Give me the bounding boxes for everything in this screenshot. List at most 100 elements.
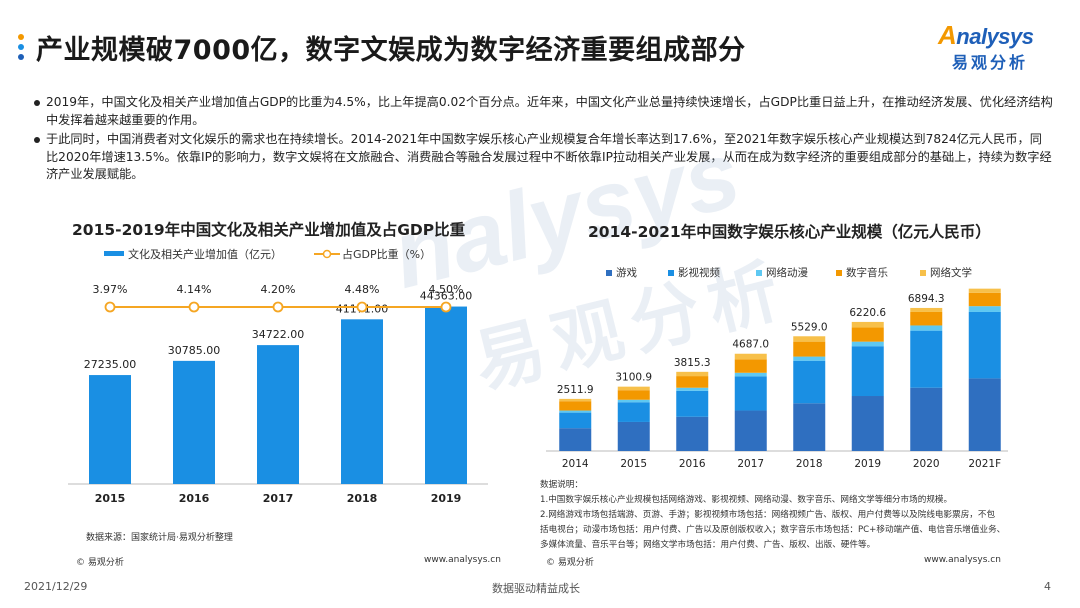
left-gdp-point-2017 <box>272 301 284 313</box>
right-bar-2020-2 <box>910 325 943 331</box>
right-bar-2014-1 <box>559 412 592 429</box>
right-bar-2020-3 <box>910 311 943 326</box>
right-legend-item-0: 游戏 <box>606 265 637 280</box>
right-bar-2017-3 <box>734 359 767 373</box>
left-tick-2016: 2016 <box>179 492 210 505</box>
right-bar-2015-3 <box>617 390 650 400</box>
left-bar-2019 <box>425 306 467 484</box>
left-tick-2019: 2019 <box>431 492 462 505</box>
left-website: www.analysys.cn <box>424 555 501 565</box>
right-bar-2020-4 <box>910 307 943 312</box>
right-website: www.analysys.cn <box>924 555 1001 565</box>
right-bar-2014-0 <box>559 428 592 451</box>
right-bar-2017-2 <box>734 372 767 377</box>
blue-dot-icon <box>18 44 24 50</box>
right-legend-swatch-4 <box>920 270 926 276</box>
right-legend-swatch-1 <box>668 270 674 276</box>
right-bar-2021F-4 <box>968 288 1001 293</box>
note-line-3: 括电视台；动漫市场包括：用户付费、广告以及原创版权收入；数字音乐市场包括：PC+… <box>540 525 1006 535</box>
right-tick-2014: 2014 <box>562 458 589 470</box>
legend-bar-item: 文化及相关产业增加值（亿元） <box>104 246 282 262</box>
right-bar-2019-1 <box>851 346 884 397</box>
right-bar-2015-4 <box>617 386 650 391</box>
left-bar-label-2015: 27235.00 <box>84 358 137 371</box>
right-legend-label-4: 网络文学 <box>930 267 972 279</box>
right-legend-label-2: 网络动漫 <box>766 267 808 279</box>
right-bar-2016-1 <box>676 390 709 417</box>
left-gdp-point-2015 <box>104 301 116 313</box>
right-total-label-2021F: 7824.0 <box>966 285 1003 286</box>
bullet-2: 于此同时，中国消费者对文化娱乐的需求也在持续增长。2014-2021年中国数字娱… <box>34 131 1054 184</box>
right-legend-swatch-2 <box>756 270 762 276</box>
right-copyright: © 易观分析 <box>546 558 594 568</box>
right-tick-2016: 2016 <box>679 458 706 470</box>
footer-date: 2021/12/29 <box>24 580 88 593</box>
note-line-1: 1.中国数字娱乐核心产业规模包括网络游戏、影视视频、网络动漫、数字音乐、网络文学… <box>540 495 953 505</box>
right-bar-2019-2 <box>851 341 884 347</box>
right-legend-label-1: 影视视频 <box>678 267 720 279</box>
legend-line-icon <box>314 249 340 259</box>
left-gdp-label-2018: 4.48% <box>345 283 380 296</box>
left-gdp-label-2015: 3.97% <box>93 283 128 296</box>
left-tick-2018: 2018 <box>347 492 378 505</box>
left-bar-2017 <box>257 345 299 484</box>
left-chart-title: 2015-2019年中国文化及相关产业增加值及占GDP比重 <box>72 221 466 239</box>
right-bar-2015-1 <box>617 402 650 422</box>
right-bar-2018-0 <box>793 403 826 451</box>
right-legend-item-1: 影视视频 <box>668 265 720 280</box>
right-bar-2015-0 <box>617 421 650 451</box>
left-gdp-label-2019: 4.50% <box>429 283 464 296</box>
right-bar-2017-1 <box>734 376 767 411</box>
left-tick-2017: 2017 <box>263 492 294 505</box>
right-legend-item-4: 网络文学 <box>920 265 972 280</box>
left-bar-2016 <box>173 360 215 484</box>
left-bar-label-2019: 44363.00 <box>420 290 473 303</box>
right-tick-2021F: 2021F <box>968 458 1001 470</box>
right-total-label-2020: 6894.3 <box>908 293 945 305</box>
right-total-label-2016: 3815.3 <box>674 357 711 369</box>
left-gdp-point-2016 <box>188 301 200 313</box>
right-bar-2016-3 <box>676 376 709 388</box>
right-bar-2018-1 <box>793 360 826 404</box>
right-tick-2017: 2017 <box>737 458 764 470</box>
right-total-label-2015: 3100.9 <box>615 372 652 384</box>
logo-cn-text: 易观分析 <box>952 53 1029 72</box>
left-bar-label-2017: 34722.00 <box>252 328 305 341</box>
right-bar-2018-2 <box>793 356 826 361</box>
right-chart-title: 2014-2021年中国数字娱乐核心产业规模（亿元人民币） <box>588 223 991 241</box>
legend-line-item: 占GDP比重（%） <box>314 246 431 262</box>
right-tick-2018: 2018 <box>796 458 823 470</box>
right-legend-item-3: 数字音乐 <box>836 265 888 280</box>
right-tick-2019: 2019 <box>854 458 881 470</box>
right-bar-2016-0 <box>676 416 709 451</box>
data-notes: 数据说明： 1.中国数字娱乐核心产业规模包括网络游戏、影视视频、网络动漫、数字音… <box>540 478 1060 553</box>
right-tick-2020: 2020 <box>913 458 940 470</box>
analysys-logo: Analysys 易观分析 <box>938 20 1058 76</box>
bullet-1: 2019年，中国文化及相关产业增加值占GDP的比重为4.5%，比上年提高0.02… <box>34 94 1054 129</box>
left-gdp-point-2018 <box>356 301 368 313</box>
legend-bar-swatch <box>104 251 124 256</box>
left-chart: 27235.00201530785.00201634722.0020174117… <box>68 283 488 505</box>
right-bar-2021F-0 <box>968 378 1001 451</box>
right-bar-2019-0 <box>851 396 884 451</box>
logo-text: nalysys <box>956 24 1034 49</box>
right-bar-2021F-2 <box>968 306 1001 312</box>
right-bar-2020-0 <box>910 387 943 451</box>
left-copyright: © 易观分析 <box>76 558 124 568</box>
left-gdp-label-2017: 4.20% <box>261 283 296 296</box>
right-tick-2015: 2015 <box>620 458 647 470</box>
note-line-4: 多媒体流量、音乐平台等；网络文学市场包括：用户付费、广告、版权、出版、硬件等。 <box>540 540 876 550</box>
notes-title: 数据说明： <box>540 480 583 490</box>
footer-slogan: 数据驱动精益成长 <box>492 582 580 595</box>
left-tick-2015: 2015 <box>95 492 126 505</box>
right-bar-2019-3 <box>851 327 884 342</box>
left-bar-2015 <box>89 375 131 484</box>
title-dots <box>18 34 26 64</box>
legend-bar-label: 文化及相关产业增加值（亿元） <box>128 248 282 261</box>
footer-page-number: 4 <box>1044 580 1051 593</box>
logo-initial: A <box>938 20 957 50</box>
right-bar-2017-0 <box>734 410 767 451</box>
right-bar-2016-2 <box>676 387 709 391</box>
right-bar-2017-4 <box>734 353 767 360</box>
right-bar-2016-4 <box>676 371 709 377</box>
